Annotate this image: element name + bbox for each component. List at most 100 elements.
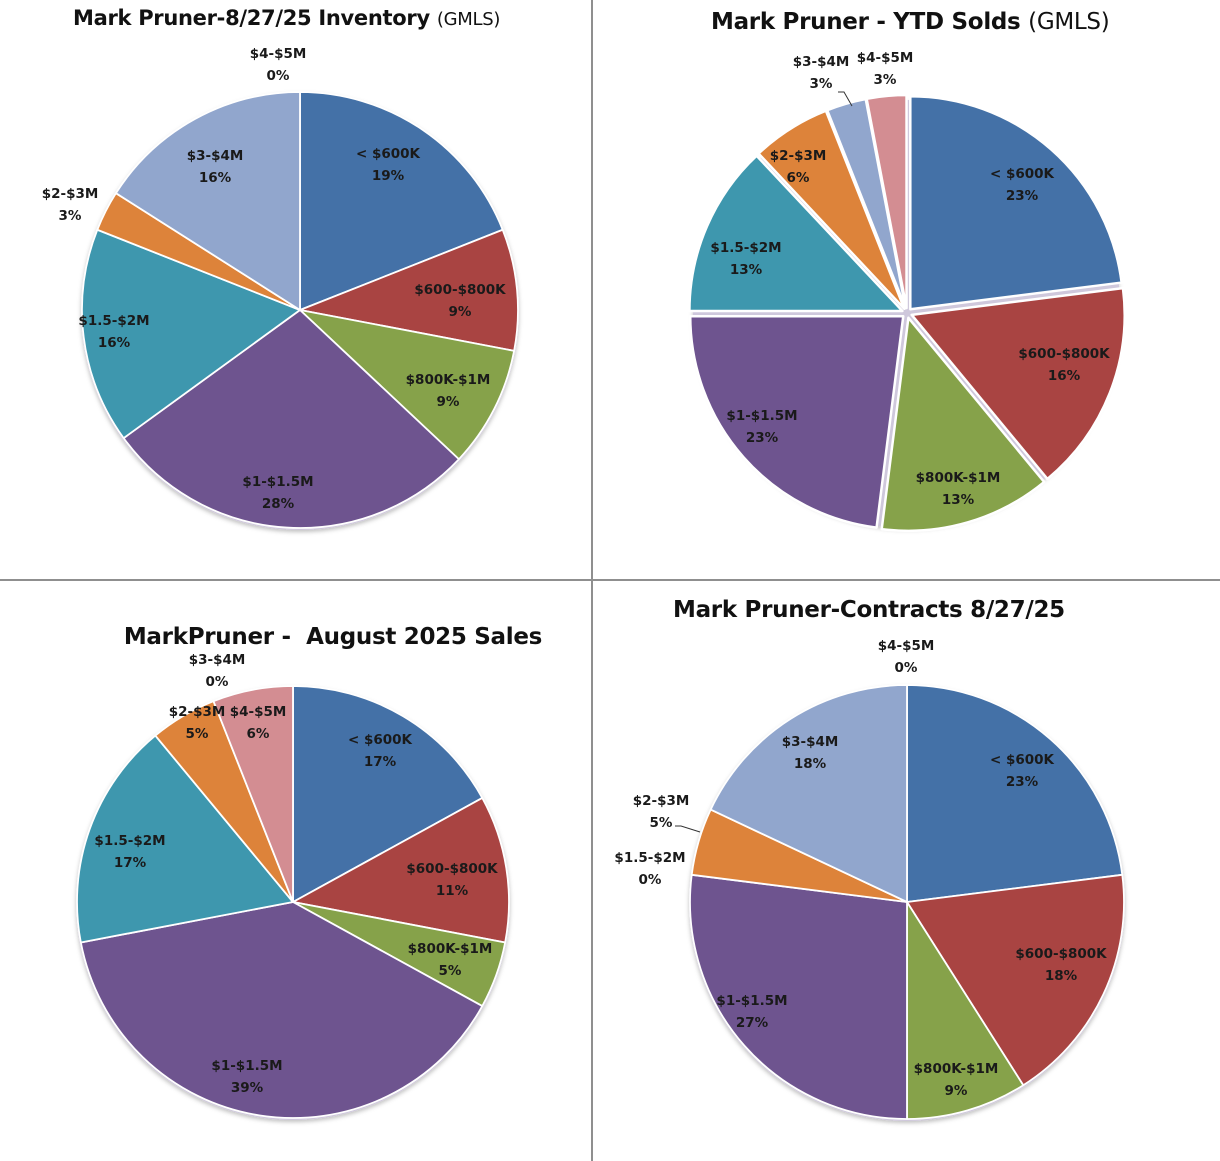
data-label-percent: 23%	[1006, 188, 1039, 204]
data-label-4-5m: $4-$5M 6%	[230, 704, 287, 742]
data-label-percent: 6%	[787, 170, 810, 186]
data-label-3-4m: $3-$4M 0%	[189, 652, 246, 690]
data-label-category: $2-$3M	[42, 186, 99, 202]
data-label-600-800k: $600-$800K 9%	[414, 282, 506, 320]
pie-slice-3-4m	[115, 91, 301, 311]
inventory-title-suffix: (GMLS)	[436, 9, 501, 30]
data-label-800k-1m: $800K-$1M 13%	[916, 470, 1001, 508]
data-label-percent: 18%	[794, 756, 827, 772]
data-label-1-1-5m: $1-$1.5M 27%	[716, 993, 787, 1031]
pie-slice-600-800k	[906, 873, 1125, 1087]
data-label-percent: 3%	[810, 76, 833, 92]
ytd-title-text: Mark Pruner - YTD Solds	[711, 9, 1021, 35]
pie-slice-2-3m	[757, 109, 906, 311]
data-label-category: $1-$1.5M	[726, 408, 797, 424]
data-label-percent: 0%	[206, 674, 229, 690]
data-label-percent: 3%	[874, 72, 897, 88]
data-label-1-5-2m: $1.5-$2M 13%	[710, 240, 781, 278]
data-label-800k-1m: $800K-$1M 9%	[914, 1061, 999, 1099]
ytd-solds-pie: < $600K 23% $600-$800K 16% $800K-$1M 13% $1-$1…	[688, 50, 1126, 533]
data-label-category: $800K-$1M	[914, 1061, 999, 1077]
data-label-percent: 9%	[945, 1083, 968, 1099]
data-label-percent: 6%	[247, 726, 270, 742]
data-label-1-1-5m: $1-$1.5M 39%	[211, 1058, 282, 1096]
horizontal-divider	[0, 579, 1220, 581]
data-label-category: $800K-$1M	[406, 372, 491, 388]
data-label-percent: 18%	[1045, 968, 1078, 984]
data-label-percent: 13%	[942, 492, 975, 508]
data-label-4-5m: $4-$5M 0%	[878, 638, 935, 676]
august-sales-pie: < $600K 17% $600-$800K 11% $800K-$1M 5% $1-$1.…	[76, 652, 510, 1120]
data-label-percent: 19%	[372, 168, 405, 184]
data-label-category: $1-$1.5M	[242, 474, 313, 490]
data-label-percent: 16%	[98, 335, 131, 351]
data-label-category: $600-$800K	[1018, 346, 1110, 362]
inventory-pie: < $600K 19% $600-$800K 9% $800K-$1M 9% $1-$1.5…	[42, 46, 519, 530]
pie-slice-600-800k	[299, 228, 519, 352]
pie-slice-800k-1m	[906, 901, 1025, 1120]
data-label-600-800k: $600-$800K 11%	[406, 861, 498, 899]
data-label-600-800k: $600-$800K 16%	[1018, 346, 1110, 384]
data-label-percent: 39%	[231, 1080, 264, 1096]
data-label-2-3m: $2-$3M 5%	[169, 704, 226, 742]
data-label-1-5-2m: $1.5-$2M 0%	[614, 850, 685, 888]
pie-slice-1-5-2m	[688, 154, 904, 313]
data-label-600k: < $600K 23%	[990, 752, 1055, 790]
data-label-percent: 5%	[650, 815, 673, 831]
pie-slice-600-800k	[910, 286, 1126, 481]
data-label-800k-1m: $800K-$1M 5%	[408, 941, 493, 979]
data-label-600k: < $600K 19%	[356, 146, 421, 184]
data-label-4-5m: $4-$5M 3%	[857, 50, 914, 88]
data-label-percent: 0%	[267, 68, 290, 84]
data-label-percent: 27%	[736, 1015, 769, 1031]
data-label-800k-1m: $800K-$1M 9%	[406, 372, 491, 410]
data-label-category: $1-$1.5M	[716, 993, 787, 1009]
data-label-2-3m: $2-$3M 6%	[770, 148, 827, 186]
data-label-category: $1.5-$2M	[614, 850, 685, 866]
data-label-category: $3-$4M	[782, 734, 839, 750]
data-label-category: $1.5-$2M	[78, 313, 149, 329]
data-label-percent: 0%	[895, 660, 918, 676]
data-label-percent: 11%	[436, 883, 469, 899]
data-label-3-4m: $3-$4M 3%	[793, 54, 850, 92]
data-label-percent: 5%	[186, 726, 209, 742]
pie-slice-3-4m	[709, 684, 908, 903]
pie-slice-4-5m	[212, 685, 294, 903]
contracts-chart-title: Mark Pruner-Contracts 8/27/25	[673, 597, 1065, 623]
data-label-percent: 9%	[437, 394, 460, 410]
data-label-category: $2-$3M	[770, 148, 827, 164]
data-label-category: $800K-$1M	[408, 941, 493, 957]
data-label-category: $4-$5M	[857, 50, 914, 66]
data-label-percent: 23%	[746, 430, 779, 446]
data-label-category: $4-$5M	[878, 638, 935, 654]
data-label-percent: 0%	[639, 872, 662, 888]
data-label-600k: < $600K 17%	[348, 732, 413, 770]
pie-slice-4-5m	[865, 93, 908, 310]
data-label-3-4m: $3-$4M 16%	[187, 148, 244, 186]
data-label-percent: 17%	[114, 855, 147, 871]
data-label-2-3m: $2-$3M 3%	[42, 186, 99, 224]
inventory-chart-title: Mark Pruner-8/27/25 Inventory (GMLS)	[73, 6, 500, 30]
pie-slice-1-1-5m	[122, 309, 460, 529]
data-label-1-5-2m: $1.5-$2M 16%	[78, 313, 149, 351]
data-label-percent: 5%	[439, 963, 462, 979]
pie-slice-1-5-2m	[76, 734, 294, 944]
label-leader-line	[675, 825, 701, 833]
data-label-category: < $600K	[990, 752, 1055, 768]
data-label-category: $1.5-$2M	[94, 833, 165, 849]
data-label-percent: 13%	[730, 262, 763, 278]
data-label-category: $4-$5M	[250, 46, 307, 62]
ytd-solds-chart-title: Mark Pruner - YTD Solds (GMLS)	[711, 9, 1110, 35]
data-label-category: $2-$3M	[633, 793, 690, 809]
data-label-4-5m: $4-$5M 0%	[250, 46, 307, 84]
pie-slice-600k	[909, 94, 1123, 311]
data-label-1-1-5m: $1-$1.5M 23%	[726, 408, 797, 446]
data-label-category: < $600K	[348, 732, 413, 748]
data-label-category: $1.5-$2M	[710, 240, 781, 256]
data-label-percent: 16%	[199, 170, 232, 186]
data-label-percent: 23%	[1006, 774, 1039, 790]
data-label-category: $800K-$1M	[916, 470, 1001, 486]
data-label-category: $3-$4M	[189, 652, 246, 668]
